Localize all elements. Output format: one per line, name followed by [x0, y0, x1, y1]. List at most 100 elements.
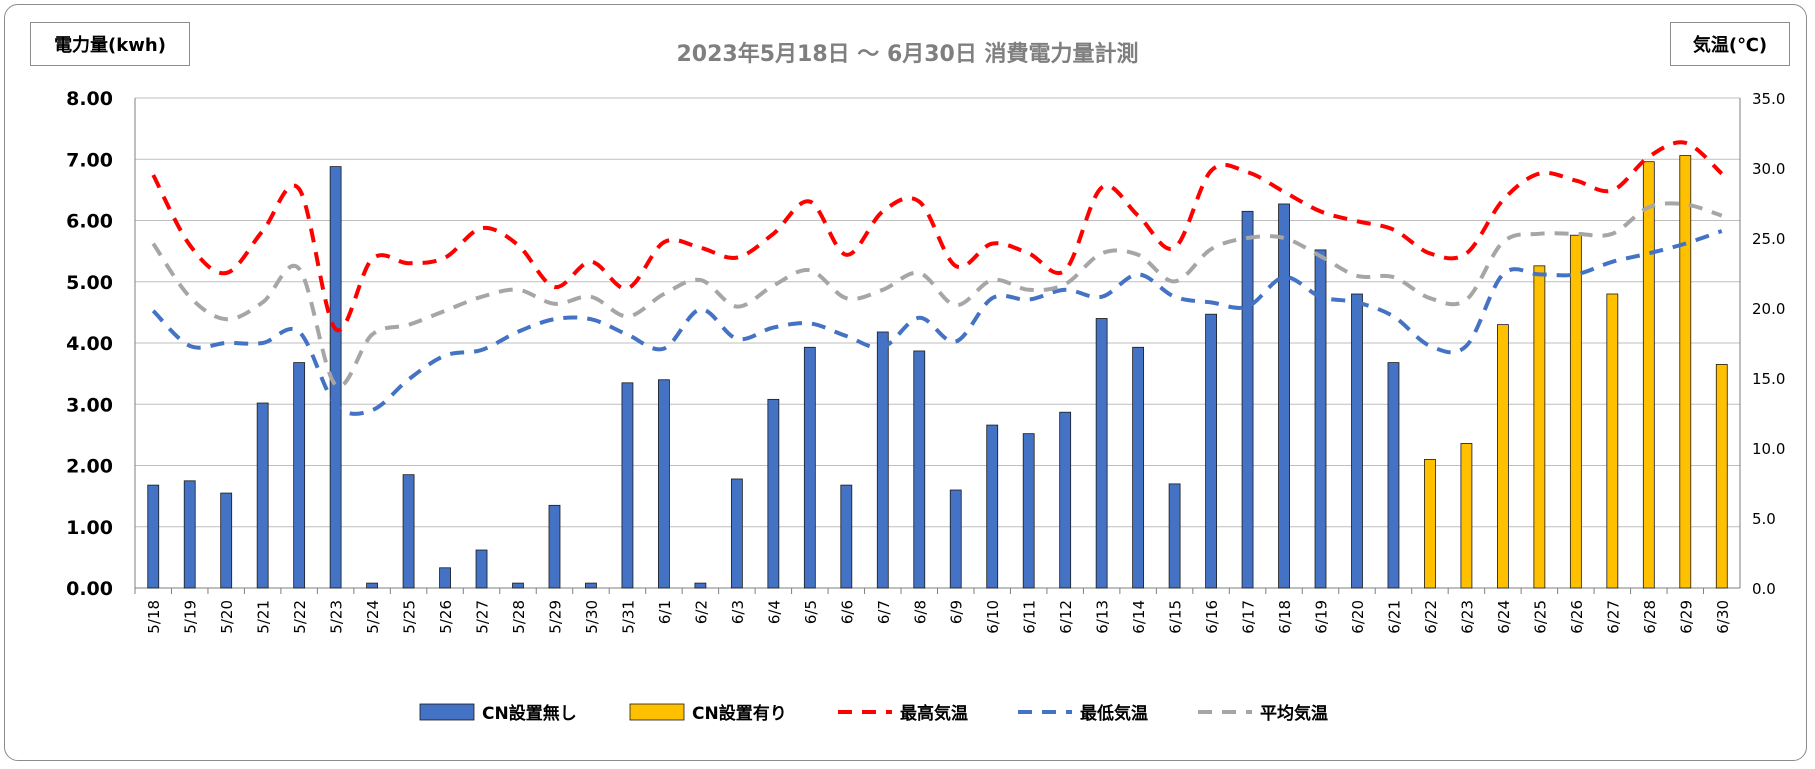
bar	[1278, 203, 1290, 589]
x-tick-label: 5/24	[364, 600, 382, 634]
y-right-tick-label: 10.0	[1752, 440, 1785, 458]
x-tick-label: 5/27	[474, 600, 492, 634]
x-tick-label: 6/5	[802, 600, 820, 624]
x-tick-label: 5/31	[619, 600, 637, 634]
bar	[1715, 364, 1728, 589]
bar	[986, 424, 999, 589]
legend-label: CN設置無し	[482, 703, 577, 724]
x-tick-label: 6/22	[1422, 600, 1440, 634]
y-right-tick-label: 5.0	[1752, 510, 1776, 528]
bar	[439, 567, 451, 589]
x-tick-label: 5/30	[583, 600, 601, 634]
x-tick-label: 6/26	[1568, 600, 1586, 634]
x-tick-label: 6/30	[1714, 600, 1732, 634]
x-tick-label: 6/9	[948, 600, 966, 624]
bar	[913, 350, 926, 589]
y-left-tick-label: 5.00	[66, 272, 113, 294]
y-left-tick-label: 8.00	[66, 88, 113, 110]
bar	[1095, 318, 1108, 589]
y-right-tick-label: 30.0	[1752, 160, 1785, 178]
bar	[1387, 362, 1400, 589]
line-series	[151, 140, 1724, 333]
bar	[621, 382, 634, 589]
y-right-tick-label: 25.0	[1752, 230, 1785, 248]
y-left-tick-label: 2.00	[66, 456, 113, 478]
legend-label: 平均気温	[1260, 703, 1328, 724]
bar	[694, 582, 707, 589]
x-tick-label: 5/21	[255, 600, 273, 634]
y-left-tick-label: 7.00	[66, 149, 113, 171]
legend-label: CN設置有り	[692, 703, 787, 724]
x-tick-label: 6/27	[1604, 600, 1622, 634]
y-axis-left-title: 電力量(kwh)	[30, 22, 190, 66]
x-tick-label: 6/12	[1057, 600, 1075, 634]
bar	[1351, 293, 1363, 589]
bar	[147, 484, 160, 589]
x-tick-label: 6/21	[1385, 600, 1403, 634]
x-tick-label: 6/28	[1641, 600, 1659, 634]
x-tick-label: 5/22	[291, 600, 309, 634]
x-tick-label: 6/17	[1240, 600, 1258, 634]
bar	[658, 379, 670, 589]
bar	[256, 402, 269, 589]
bar	[293, 362, 306, 589]
y-left-tick-label: 3.00	[66, 394, 113, 416]
x-tick-label: 5/29	[546, 600, 564, 634]
x-tick-label: 6/3	[729, 600, 747, 624]
y-right-tick-label: 35.0	[1752, 90, 1785, 108]
bar	[803, 346, 816, 589]
bar	[876, 331, 889, 589]
bar	[1241, 210, 1254, 589]
bar	[1679, 155, 1692, 589]
x-tick-label: 6/2	[692, 600, 710, 624]
x-tick-label: 6/4	[765, 600, 783, 624]
x-tick-label: 6/29	[1677, 600, 1695, 634]
y-right-tick-label: 0.0	[1752, 580, 1776, 598]
x-tick-label: 6/8	[911, 600, 929, 624]
bar	[1168, 483, 1181, 589]
y-right-tick-label: 15.0	[1752, 370, 1785, 388]
y-left-tick-label: 4.00	[66, 333, 113, 355]
x-tick-label: 6/16	[1203, 600, 1221, 634]
bar	[402, 474, 415, 589]
bar	[767, 398, 780, 589]
x-tick-label: 6/19	[1313, 600, 1331, 634]
x-tick-label: 6/7	[875, 600, 893, 624]
y-left-tick-label: 0.00	[66, 578, 113, 600]
bar	[949, 489, 962, 589]
bar	[183, 480, 196, 589]
x-tick-label: 5/19	[182, 600, 200, 634]
x-tick-label: 6/10	[984, 600, 1002, 634]
x-tick-label: 6/14	[1130, 600, 1148, 634]
x-tick-label: 5/23	[328, 600, 346, 634]
bar	[1460, 443, 1473, 589]
bar	[220, 492, 233, 589]
x-tick-label: 6/20	[1349, 600, 1367, 634]
x-tick-label: 6/18	[1276, 600, 1294, 634]
x-tick-label: 5/28	[510, 600, 528, 634]
y-left-tick-label: 1.00	[66, 517, 113, 539]
bar	[1533, 265, 1546, 589]
bar	[1606, 293, 1619, 589]
bar	[1205, 313, 1217, 589]
x-tick-label: 5/25	[401, 600, 419, 634]
bar	[366, 582, 379, 589]
x-tick-label: 5/18	[145, 600, 163, 634]
legend-label: 最低気温	[1080, 703, 1148, 724]
bar	[1642, 161, 1655, 589]
x-tick-label: 6/24	[1495, 600, 1513, 634]
bar	[548, 504, 561, 589]
legend-label: 最高気温	[900, 703, 968, 724]
bar	[585, 582, 597, 589]
bar	[1314, 249, 1327, 589]
bar	[512, 582, 524, 589]
bar	[1132, 346, 1145, 589]
x-tick-label: 5/20	[218, 600, 236, 634]
y-right-tick-label: 20.0	[1752, 300, 1785, 318]
y-axis-right-title: 気温(℃)	[1670, 22, 1790, 66]
bar	[730, 478, 743, 589]
line-series	[151, 229, 1723, 416]
x-tick-label: 6/23	[1458, 600, 1476, 634]
x-tick-label: 6/15	[1167, 600, 1185, 634]
